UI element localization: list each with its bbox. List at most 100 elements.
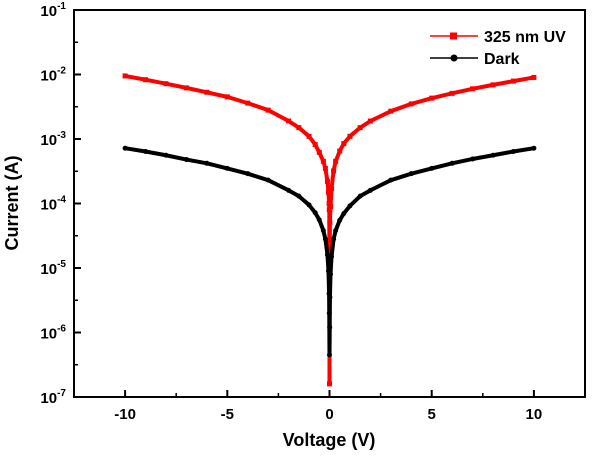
data-point — [449, 90, 455, 96]
y-tick-label-base: 10 — [40, 132, 57, 149]
data-point — [327, 294, 333, 300]
data-point — [388, 177, 394, 183]
data-point — [327, 381, 332, 387]
y-tick-label-exponent: -5 — [57, 259, 66, 270]
data-point — [183, 85, 189, 91]
data-point — [331, 168, 337, 174]
y-tick-label-exponent: -4 — [57, 195, 66, 206]
y-tick-label-base: 10 — [40, 68, 57, 85]
legend: 325 nm UV Dark — [430, 29, 566, 68]
data-point — [357, 125, 363, 131]
x-axis: -10 -5 0 5 10 — [114, 390, 542, 423]
data-point — [245, 100, 251, 106]
data-point — [183, 157, 189, 163]
data-point — [408, 101, 414, 107]
data-point — [367, 118, 373, 124]
data-point — [312, 210, 318, 216]
data-point — [347, 133, 353, 139]
data-point — [326, 310, 332, 316]
data-point — [224, 165, 230, 171]
y-tick-label: 10-3 — [40, 130, 66, 149]
data-point — [510, 78, 516, 84]
legend-label: 325 nm UV — [484, 29, 566, 46]
data-point — [143, 77, 149, 83]
data-point — [341, 141, 347, 147]
data-point — [328, 271, 334, 277]
data-point — [122, 145, 128, 151]
x-tick-label: 5 — [428, 406, 436, 423]
data-point — [163, 81, 169, 87]
y-tick-label-base: 10 — [40, 3, 57, 20]
y-tick-label: 10-1 — [40, 1, 66, 20]
data-point — [337, 148, 343, 154]
data-point — [163, 152, 169, 158]
data-point — [329, 254, 335, 260]
data-point — [204, 89, 210, 95]
data-point — [388, 108, 394, 114]
y-tick-label: 10-6 — [40, 324, 66, 343]
x-axis-title: Voltage (V) — [283, 430, 376, 450]
y-tick-label-exponent: -3 — [57, 130, 66, 141]
data-point — [286, 118, 292, 124]
data-point — [320, 228, 326, 234]
y-axis: 10-710-610-510-410-310-210-1 — [40, 1, 81, 407]
data-point — [224, 94, 230, 100]
y-tick-label-base: 10 — [40, 197, 57, 214]
y-tick-label: 10-2 — [40, 66, 66, 85]
data-point — [367, 187, 373, 193]
data-point — [265, 177, 271, 183]
x-tick-label: -5 — [221, 406, 234, 423]
y-tick-label-base: 10 — [40, 261, 57, 278]
data-point — [245, 171, 251, 177]
data-point — [316, 149, 322, 155]
y-tick-label-exponent: -2 — [57, 66, 66, 77]
y-tick-label-base: 10 — [40, 390, 57, 407]
y-tick-label-exponent: -6 — [57, 324, 66, 335]
data-point — [333, 158, 339, 164]
legend-marker — [450, 32, 457, 40]
data-point — [490, 82, 496, 88]
data-point — [510, 149, 516, 155]
y-tick-label: 10-5 — [40, 259, 66, 278]
series-layer — [122, 73, 537, 387]
data-point — [470, 156, 476, 162]
data-point — [327, 352, 332, 358]
data-point — [306, 133, 312, 139]
data-point — [324, 252, 330, 258]
data-point — [327, 250, 333, 256]
data-point — [296, 125, 302, 131]
data-point — [320, 158, 326, 164]
data-point — [357, 193, 363, 199]
y-tick-label-exponent: -1 — [57, 1, 66, 12]
data-point — [327, 220, 333, 226]
data-point — [429, 165, 435, 171]
data-point — [326, 207, 332, 213]
data-point — [265, 107, 271, 113]
data-point — [296, 193, 302, 199]
data-point — [204, 160, 210, 166]
y-tick-label: 10-4 — [40, 195, 66, 214]
data-point — [326, 201, 332, 206]
data-point — [531, 145, 537, 151]
data-point — [122, 73, 128, 79]
data-point — [328, 203, 334, 209]
data-point — [341, 210, 347, 216]
y-tick-label-base: 10 — [40, 326, 57, 343]
data-point — [490, 152, 496, 158]
data-point — [429, 95, 435, 101]
data-point — [324, 178, 330, 184]
data-point — [347, 203, 353, 209]
x-tick-label: 10 — [526, 406, 543, 423]
data-point — [316, 217, 322, 223]
legend-label: Dark — [484, 51, 520, 68]
x-tick-label: 0 — [325, 406, 333, 423]
y-axis-title: Current (A) — [2, 156, 22, 251]
data-point — [306, 202, 312, 208]
data-point — [408, 171, 414, 177]
data-point — [327, 324, 333, 330]
y-tick-label-exponent: -7 — [57, 388, 66, 399]
data-point — [312, 142, 318, 148]
data-point — [449, 160, 455, 166]
